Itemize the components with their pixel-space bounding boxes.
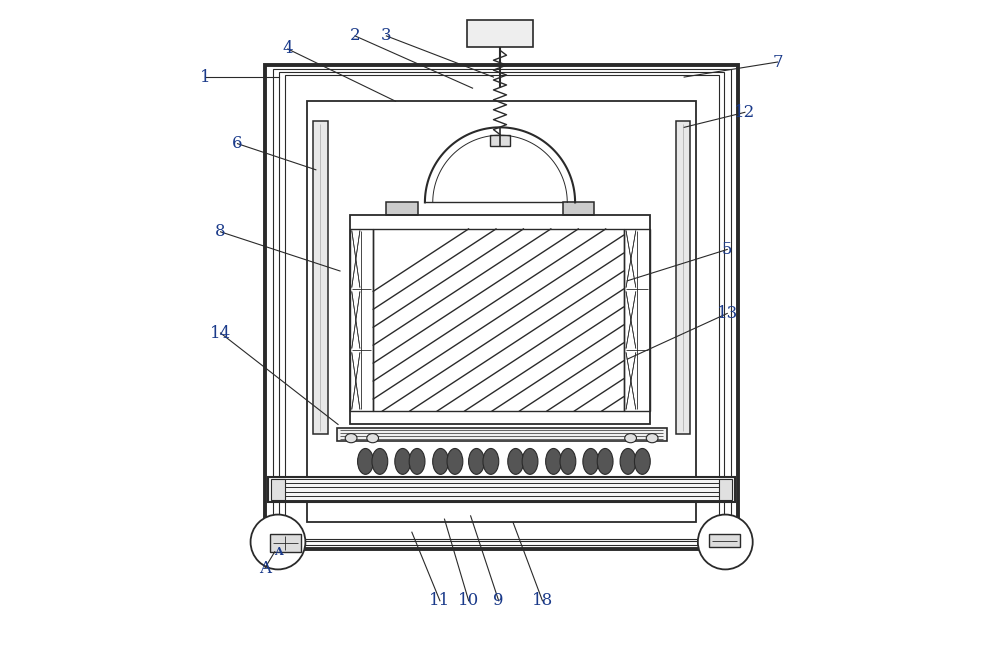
Text: 7: 7 xyxy=(772,54,783,71)
Ellipse shape xyxy=(508,449,524,474)
Text: 10: 10 xyxy=(458,592,479,609)
Bar xyxy=(285,75,719,539)
Text: 18: 18 xyxy=(532,592,553,609)
Bar xyxy=(490,135,510,146)
Bar xyxy=(337,428,667,441)
Bar xyxy=(467,20,533,47)
Text: 4: 4 xyxy=(282,40,293,57)
Bar xyxy=(268,477,735,502)
Ellipse shape xyxy=(597,449,613,474)
Circle shape xyxy=(698,515,753,569)
Ellipse shape xyxy=(560,449,576,474)
Bar xyxy=(265,65,738,549)
Ellipse shape xyxy=(646,434,658,443)
Ellipse shape xyxy=(620,449,636,474)
Bar xyxy=(676,121,690,434)
Bar xyxy=(270,534,301,552)
Text: 11: 11 xyxy=(429,592,451,609)
Bar xyxy=(307,101,696,522)
Bar xyxy=(279,72,724,541)
Ellipse shape xyxy=(583,449,599,474)
Bar xyxy=(563,202,594,215)
Ellipse shape xyxy=(345,434,357,443)
Bar xyxy=(350,229,373,411)
Bar xyxy=(709,534,740,547)
Bar xyxy=(719,479,732,500)
Ellipse shape xyxy=(469,449,484,474)
Text: 8: 8 xyxy=(215,223,226,240)
Ellipse shape xyxy=(409,449,425,474)
Text: A: A xyxy=(274,547,282,557)
Text: 1: 1 xyxy=(200,69,210,86)
Bar xyxy=(386,202,418,215)
Bar xyxy=(373,229,624,411)
Ellipse shape xyxy=(625,434,636,443)
Ellipse shape xyxy=(367,434,379,443)
Ellipse shape xyxy=(395,449,411,474)
Ellipse shape xyxy=(372,449,388,474)
Ellipse shape xyxy=(483,449,499,474)
Text: 3: 3 xyxy=(381,27,392,44)
Text: 12: 12 xyxy=(734,104,756,121)
Ellipse shape xyxy=(634,449,650,474)
Circle shape xyxy=(251,515,305,569)
Bar xyxy=(271,479,285,500)
Text: 6: 6 xyxy=(232,135,243,152)
Bar xyxy=(273,69,731,545)
Ellipse shape xyxy=(546,449,561,474)
Ellipse shape xyxy=(358,449,373,474)
Text: 14: 14 xyxy=(210,325,231,342)
Text: A: A xyxy=(259,560,271,577)
Text: 5: 5 xyxy=(722,241,732,258)
Text: 13: 13 xyxy=(717,305,738,322)
Bar xyxy=(313,121,328,434)
Ellipse shape xyxy=(447,449,463,474)
Text: 2: 2 xyxy=(350,27,360,44)
Bar xyxy=(350,215,650,424)
Ellipse shape xyxy=(522,449,538,474)
Ellipse shape xyxy=(433,449,448,474)
Bar xyxy=(624,229,650,411)
Text: 9: 9 xyxy=(493,592,504,609)
